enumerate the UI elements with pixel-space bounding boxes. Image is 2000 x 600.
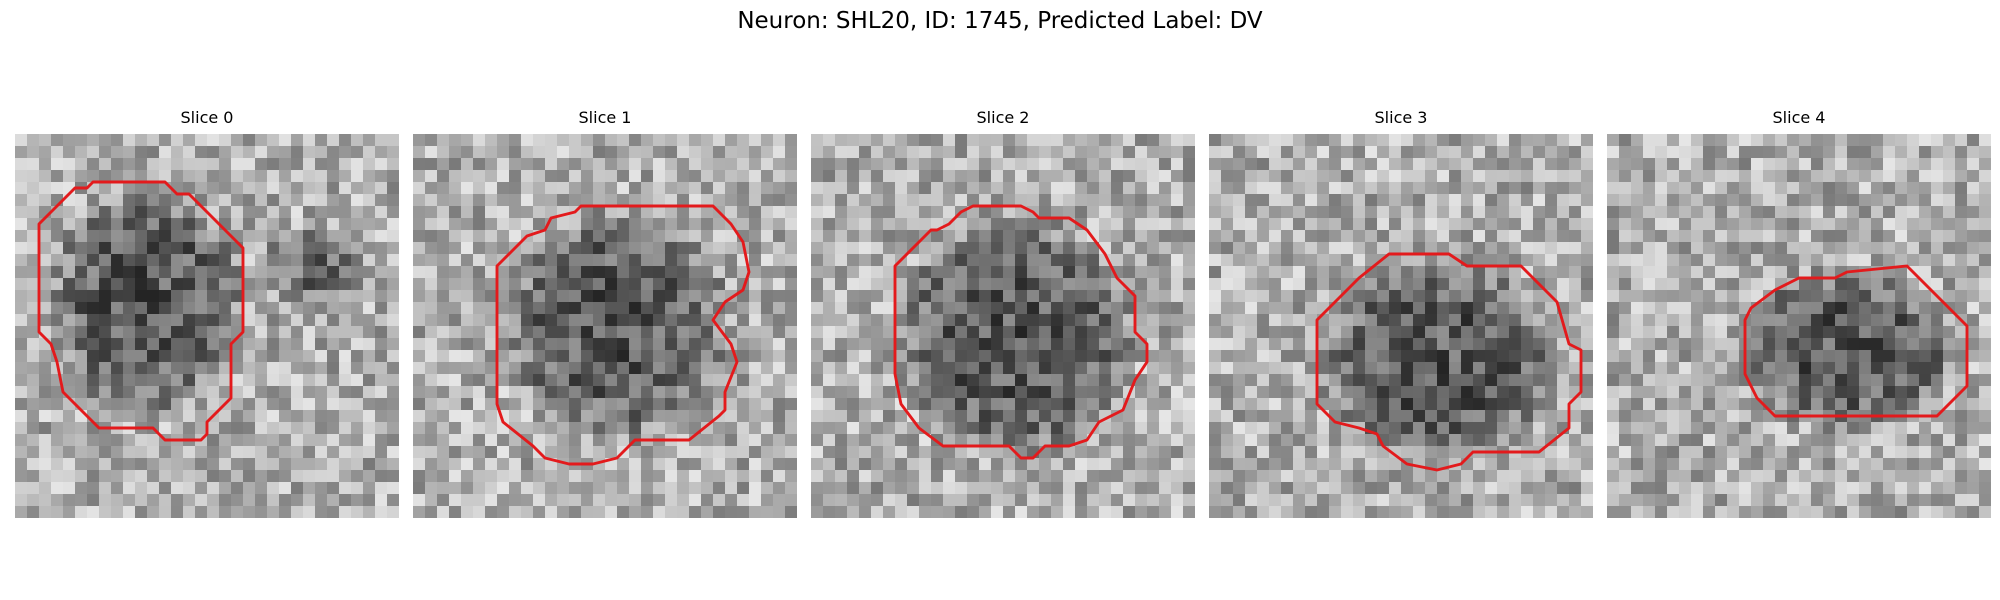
roi-contour bbox=[1315, 252, 1583, 472]
slice-title: Slice 1 bbox=[578, 108, 632, 127]
slice-panel-4: Slice 4 bbox=[1607, 108, 1991, 520]
slice-title: Slice 2 bbox=[976, 108, 1030, 127]
slice-panel-0: Slice 0 bbox=[15, 108, 399, 520]
roi-contour bbox=[495, 204, 751, 466]
slice-title: Slice 3 bbox=[1374, 108, 1428, 127]
figure-title: Neuron: SHL20, ID: 1745, Predicted Label… bbox=[737, 8, 1263, 34]
slice-title: Slice 0 bbox=[180, 108, 234, 127]
slice-image bbox=[1607, 134, 1991, 518]
slice-image bbox=[413, 134, 797, 518]
slice-title: Slice 4 bbox=[1772, 108, 1826, 127]
roi-contour bbox=[893, 204, 1149, 460]
slice-panel-3: Slice 3 bbox=[1209, 108, 1593, 520]
slice-panel-1: Slice 1 bbox=[413, 108, 797, 520]
roi-contour bbox=[1743, 264, 1969, 418]
slice-panel-2: Slice 2 bbox=[811, 108, 1195, 520]
slice-image bbox=[1209, 134, 1593, 518]
slice-image bbox=[811, 134, 1195, 518]
roi-contour bbox=[37, 180, 245, 442]
slice-image bbox=[15, 134, 399, 518]
